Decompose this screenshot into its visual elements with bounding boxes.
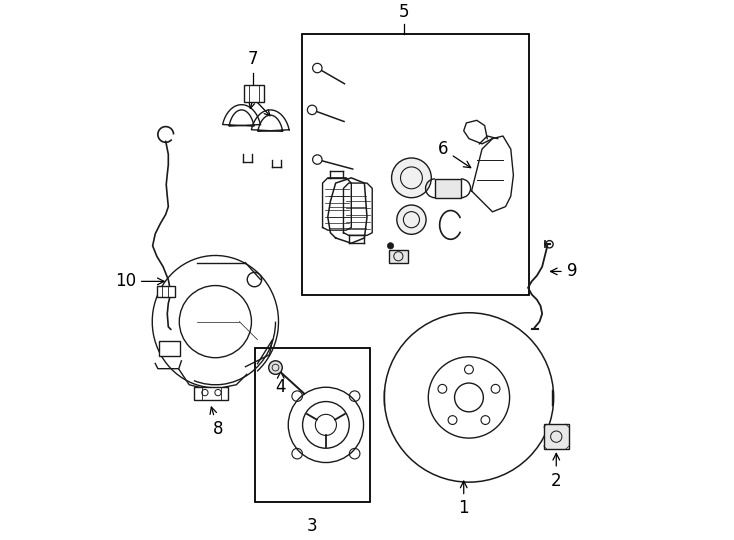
Text: 4: 4	[275, 372, 286, 396]
Text: 10: 10	[115, 272, 164, 291]
Bar	[435, 179, 461, 198]
Circle shape	[313, 63, 322, 73]
Bar	[195, 387, 228, 401]
Text: 5: 5	[399, 3, 410, 21]
Circle shape	[308, 105, 317, 114]
Text: 1: 1	[459, 481, 469, 517]
Bar	[157, 286, 175, 297]
Circle shape	[397, 205, 426, 234]
Text: 9: 9	[550, 262, 577, 280]
Circle shape	[269, 361, 283, 374]
Bar	[159, 341, 181, 356]
Bar	[544, 424, 569, 449]
Text: 8: 8	[210, 407, 223, 438]
Bar	[255, 348, 370, 502]
Bar	[389, 249, 407, 263]
Bar	[244, 85, 264, 102]
Bar	[302, 34, 529, 295]
Text: 7: 7	[248, 50, 258, 68]
Text: 3: 3	[307, 517, 317, 535]
Text: 2: 2	[551, 454, 562, 490]
Circle shape	[388, 242, 393, 249]
Circle shape	[313, 155, 322, 164]
Text: 6: 6	[437, 140, 470, 168]
Circle shape	[391, 158, 432, 198]
